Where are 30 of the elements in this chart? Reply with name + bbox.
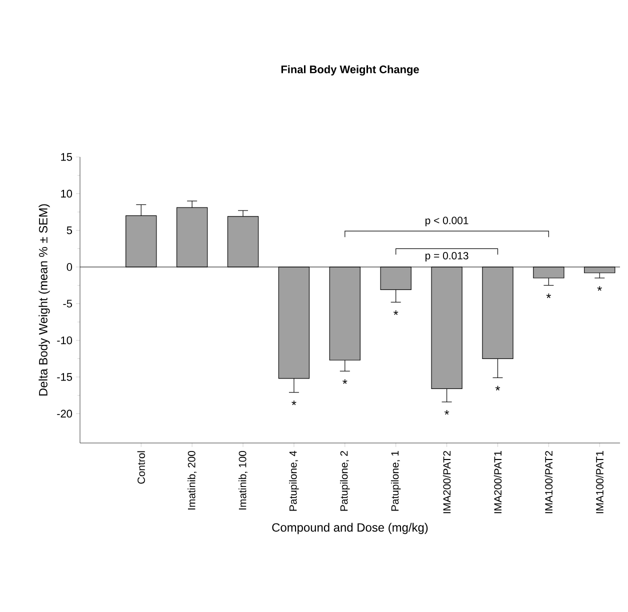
annotation: * xyxy=(444,410,450,415)
x-tick-label: Control xyxy=(137,451,145,484)
annotation: p < 0.001 xyxy=(426,216,468,226)
annotation: * xyxy=(342,379,348,384)
x-tick-label: IMA200/PAT1 xyxy=(494,451,502,514)
y-tick-label: -20 xyxy=(57,410,72,418)
x-tick-label: Patupilone, 2 xyxy=(340,451,350,511)
annotation: * xyxy=(394,310,398,315)
x-axis-title: Compound and Dose (mg/kg) xyxy=(272,522,428,534)
chart-title: Final Body Weight Change xyxy=(281,65,419,76)
y-tick-label: -10 xyxy=(57,336,72,344)
x-tick-label: Imatinib, 100 xyxy=(238,450,248,510)
annotation: * xyxy=(546,294,552,298)
annotation: * xyxy=(495,386,500,390)
y-tick-label: 0 xyxy=(66,263,72,271)
x-tick-label: Patupilone, 1 xyxy=(390,451,401,511)
x-tick-label: IMA200/PAT2 xyxy=(442,451,451,514)
x-tick-label: IMA100/PAT1 xyxy=(596,451,604,514)
x-tick-label: Imatinib, 200 xyxy=(188,450,197,510)
y-tick-label: 15 xyxy=(61,153,72,161)
x-tick-label: IMA100/PAT2 xyxy=(544,451,553,514)
annotation: * xyxy=(597,286,602,291)
y-tick-label: 10 xyxy=(61,190,72,198)
y-axis-title: Delta Body Weight (mean % ± SEM) xyxy=(38,204,50,396)
y-tick-label: -15 xyxy=(57,373,72,381)
y-tick-label: -5 xyxy=(63,300,72,308)
x-tick-label: Patupilone, 4 xyxy=(289,450,299,511)
annotation: * xyxy=(292,400,296,406)
y-tick-label: 5 xyxy=(66,226,72,234)
annotation: p = 0.013 xyxy=(426,252,468,262)
